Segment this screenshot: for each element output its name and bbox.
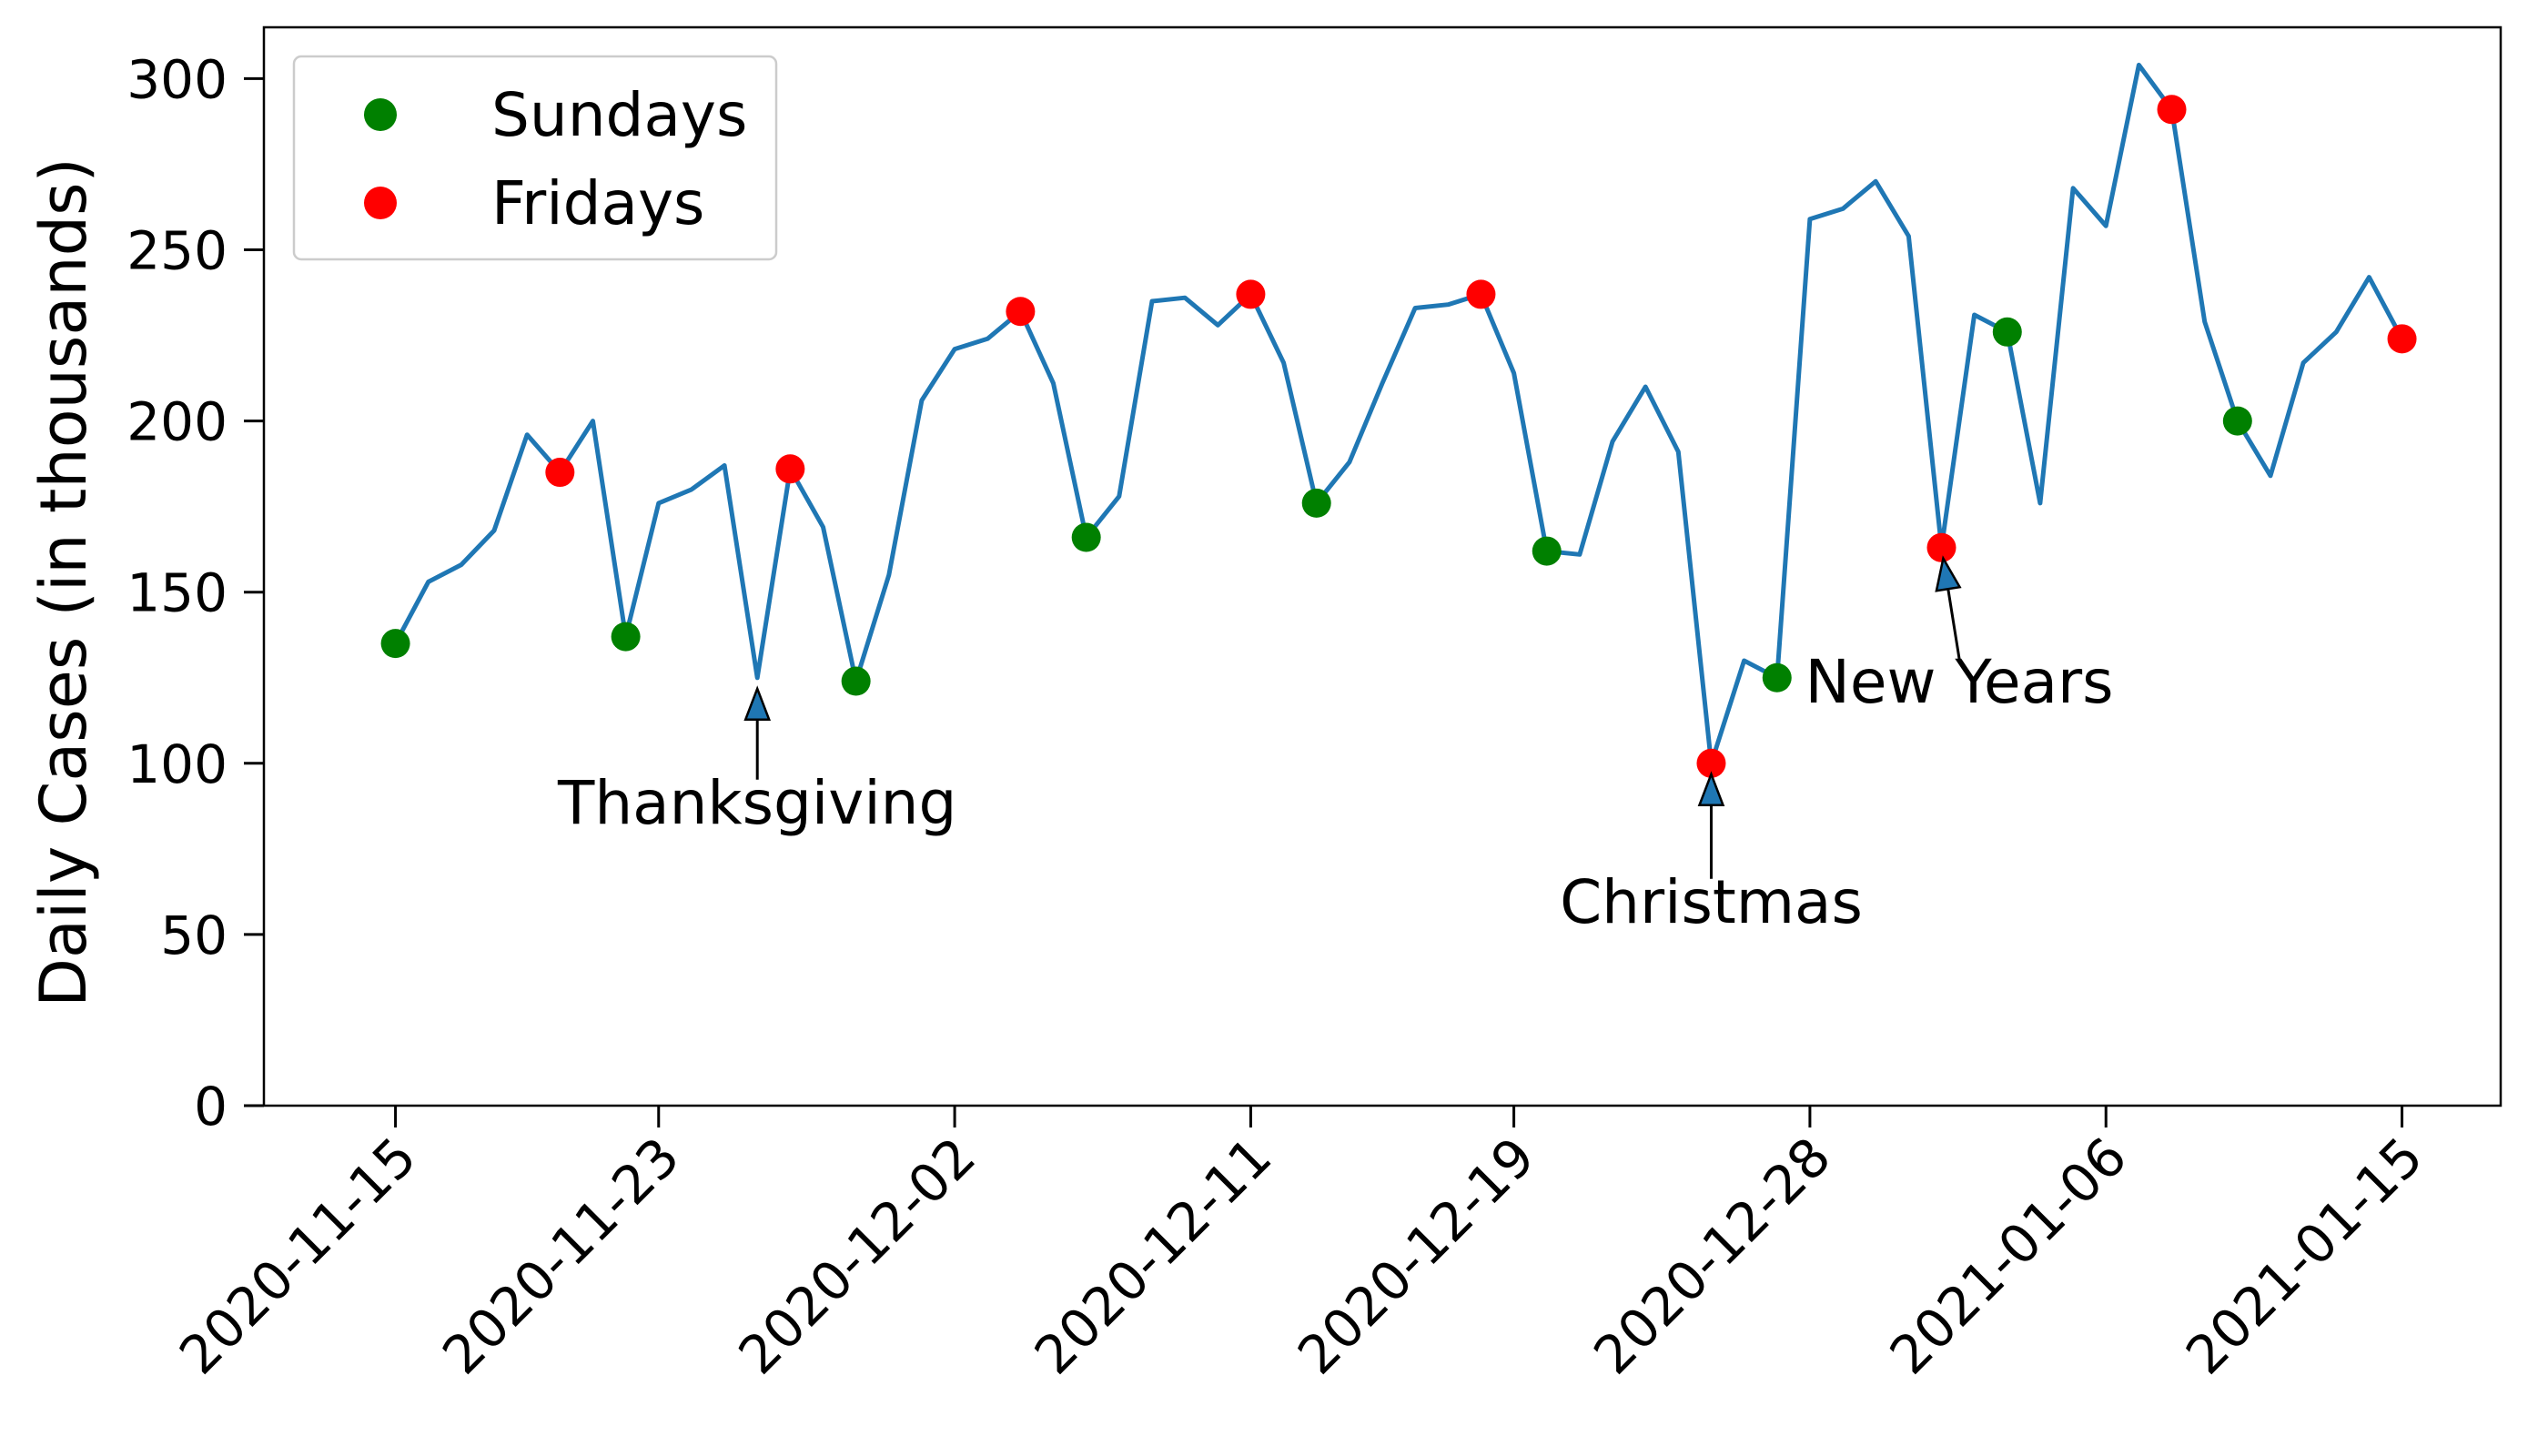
sunday-point xyxy=(1762,662,1792,693)
annotation-arrow-head xyxy=(743,685,772,722)
annotation-label: Christmas xyxy=(1560,867,1863,937)
x-tick-label: 2020-12-28 xyxy=(1582,1126,1842,1386)
annotation-arrow-head xyxy=(1935,555,1962,592)
y-tick-label: 50 xyxy=(160,905,228,966)
sunday-point xyxy=(1301,488,1331,518)
legend-box xyxy=(292,55,778,261)
sunday-point xyxy=(380,629,410,659)
annotation-label: Thanksgiving xyxy=(557,768,956,838)
plot-frame xyxy=(262,25,2502,1107)
friday-point xyxy=(1926,532,1956,562)
legend-label: Sundays xyxy=(491,80,747,150)
y-tick-label: 200 xyxy=(126,391,228,453)
annotation-arrow-shaft xyxy=(1946,588,1961,662)
x-tick-label: 2020-12-11 xyxy=(1023,1126,1283,1386)
y-axis-title: Daily Cases (in thousands) xyxy=(26,157,101,1007)
friday-point xyxy=(2157,95,2187,125)
sunday-point xyxy=(611,622,641,652)
sunday-point xyxy=(841,666,871,696)
sunday-point xyxy=(2222,406,2252,436)
plot-layer: Thanksgiving Christmas New Years xyxy=(380,62,2417,937)
y-tick-label: 300 xyxy=(126,48,228,110)
friday-point xyxy=(2387,324,2417,354)
x-tick-label: 2020-12-02 xyxy=(727,1126,987,1386)
legend-marker xyxy=(364,187,397,219)
sunday-point xyxy=(1071,522,1101,552)
y-tick-label: 100 xyxy=(126,733,228,795)
friday-point xyxy=(1236,279,1266,309)
friday-point xyxy=(1466,279,1496,309)
x-tick-label: 2021-01-15 xyxy=(2174,1126,2434,1386)
x-tick-label: 2020-11-15 xyxy=(167,1126,428,1386)
annotation-arrow-head xyxy=(1697,771,1725,807)
sunday-point xyxy=(1992,317,2022,347)
friday-point xyxy=(545,458,575,488)
legend-marker xyxy=(364,98,397,131)
y-tick-label: 150 xyxy=(126,562,228,624)
annotation-label: New Years xyxy=(1805,647,2114,717)
x-tick-label: 2021-01-06 xyxy=(1878,1126,2138,1386)
friday-point xyxy=(775,454,805,484)
x-tick-label: 2020-11-23 xyxy=(430,1126,691,1386)
daily-cases-line xyxy=(393,62,2404,766)
x-tick-label: 2020-12-19 xyxy=(1286,1126,1546,1386)
friday-point xyxy=(1006,297,1036,327)
legend-label: Fridays xyxy=(491,168,704,238)
friday-point xyxy=(1696,748,1726,778)
y-tick-label: 0 xyxy=(194,1076,228,1138)
legend: Sundays Fridays xyxy=(292,55,778,261)
sunday-point xyxy=(1532,536,1562,566)
y-tick-label: 250 xyxy=(126,220,228,282)
